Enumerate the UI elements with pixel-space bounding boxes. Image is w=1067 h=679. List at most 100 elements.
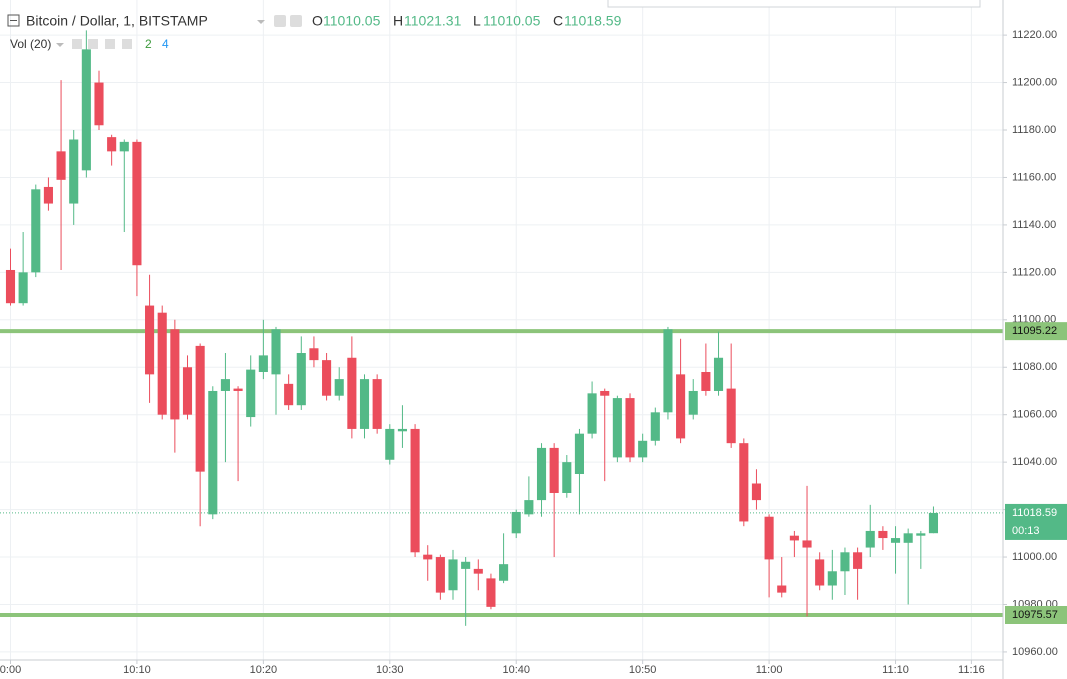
x-tick-label: 10:10 [123, 664, 151, 676]
candle-body [347, 357, 357, 429]
y-tick-label: 10960.00 [1012, 646, 1058, 658]
candle-body [182, 367, 193, 415]
candle-body [789, 535, 799, 541]
candle-body [107, 137, 117, 152]
candle-body [600, 390, 610, 396]
dropdown-arrow[interactable] [257, 20, 265, 24]
candle-body [713, 357, 724, 391]
x-tick-label: 10:50 [629, 664, 657, 676]
candle-body [372, 379, 382, 429]
candle-body [81, 49, 91, 171]
candle-body [625, 398, 635, 458]
candle-body [94, 82, 104, 126]
last-price-box [1005, 503, 1067, 540]
level-label-box [1005, 605, 1067, 624]
indicator-hide[interactable] [88, 39, 98, 49]
candle-body [916, 533, 926, 536]
y-tick-label: 11220.00 [1012, 29, 1057, 41]
low-value: 11010.05 [483, 13, 541, 29]
candle-body [359, 379, 370, 429]
x-tick-label: 11:16 [958, 664, 985, 676]
candle-body [233, 388, 243, 391]
level-label: 11095.22 [1012, 325, 1057, 337]
candle-body [777, 585, 787, 593]
candle-body [865, 530, 875, 548]
indicator-dropdown[interactable] [56, 43, 64, 47]
candle-body [157, 312, 167, 415]
candle-body [574, 433, 584, 475]
candle-body [587, 393, 597, 434]
candle-body [119, 141, 129, 152]
x-tick-label: 0:00 [0, 664, 21, 676]
candle-body [663, 329, 673, 413]
popup-edge [607, 0, 981, 8]
candle-body [397, 428, 407, 432]
candle-body [511, 511, 521, 534]
high-label: H [393, 13, 403, 29]
candle-body [840, 552, 850, 572]
candle-body [69, 139, 79, 204]
candle-body [296, 353, 306, 406]
candle-body [284, 383, 294, 406]
candle-body [499, 564, 509, 581]
axes: 10960.0010980.0011000.0011020.0011040.00… [0, 29, 1067, 676]
candle-body [132, 141, 142, 266]
candle-body [676, 374, 686, 439]
y-tick-label: 11200.00 [1012, 76, 1057, 88]
level-label-box [1005, 322, 1067, 341]
symbol-title: Bitcoin / Dollar, 1, BITSTAMP [26, 13, 208, 29]
indicator-name: Vol (20) [10, 37, 51, 51]
indicator-remove[interactable] [122, 39, 132, 49]
x-tick-label: 11:10 [882, 664, 909, 676]
candle-body [18, 272, 28, 304]
candle-body [309, 348, 319, 361]
candle-body [5, 269, 16, 304]
x-tick-label: 10:40 [502, 664, 530, 676]
settings-icon[interactable] [274, 15, 286, 27]
collapse-icon[interactable] [7, 14, 20, 27]
candle-body [815, 559, 825, 586]
indicator-add[interactable] [105, 39, 115, 49]
hide-icon[interactable] [290, 15, 302, 27]
candle-body [890, 538, 901, 543]
candle-body [524, 500, 534, 515]
candle-body [322, 360, 332, 396]
candle-body [258, 355, 268, 372]
y-tick-label: 11040.00 [1012, 456, 1057, 468]
candle-body [271, 329, 281, 375]
candle-body [423, 554, 433, 560]
x-tick-label: 10:30 [376, 664, 404, 676]
candle-body [410, 428, 420, 553]
candle-body [473, 568, 483, 574]
candle-body [145, 305, 155, 375]
x-tick-label: 11:00 [756, 664, 783, 676]
candle-body [208, 390, 218, 515]
indicator-settings[interactable] [72, 39, 82, 49]
candle-body [461, 561, 471, 569]
candle-body [802, 540, 812, 548]
levels [0, 329, 1003, 617]
candle-body [448, 559, 458, 591]
candle-body [31, 189, 41, 273]
candle-body [435, 557, 445, 593]
candle-body [726, 388, 736, 444]
close-value: 11018.59 [564, 13, 622, 29]
y-tick-label: 11000.00 [1012, 551, 1057, 563]
candle-body [853, 552, 863, 569]
candle-body [764, 516, 774, 560]
candle-body [486, 578, 496, 607]
candle-body [170, 329, 180, 420]
indicator-value: 2 [145, 37, 152, 51]
candle-body [246, 369, 256, 418]
low-label: L [473, 13, 481, 29]
y-tick-label: 11160.00 [1012, 171, 1056, 183]
y-tick-label: 11080.00 [1012, 361, 1057, 373]
y-tick-label: 11180.00 [1012, 124, 1056, 136]
candle-body [334, 379, 344, 396]
candle-body [688, 390, 698, 415]
candle-body [751, 483, 762, 501]
candle-body [562, 462, 572, 493]
candle-body [928, 512, 939, 534]
candles [5, 30, 939, 626]
